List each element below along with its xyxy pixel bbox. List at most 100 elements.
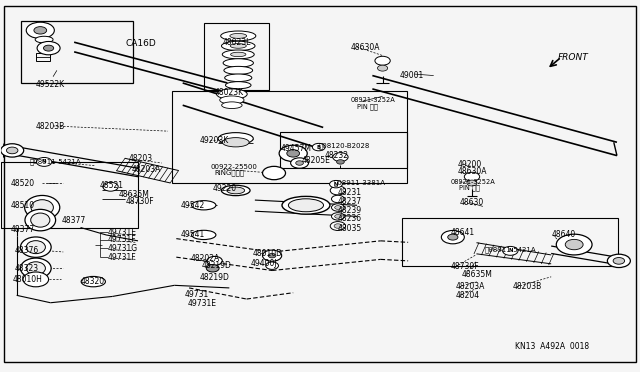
Text: 49200: 49200 xyxy=(458,160,481,169)
Ellipse shape xyxy=(221,102,242,109)
Text: 48377: 48377 xyxy=(10,225,35,234)
Text: 49731F: 49731F xyxy=(108,235,136,244)
Ellipse shape xyxy=(220,96,244,104)
Text: 48203A: 48203A xyxy=(456,282,484,291)
Ellipse shape xyxy=(227,187,244,194)
Text: 48231: 48231 xyxy=(338,188,362,197)
Ellipse shape xyxy=(230,33,246,38)
Bar xyxy=(204,23,269,90)
Circle shape xyxy=(332,204,344,211)
Text: 48635M: 48635M xyxy=(119,190,150,199)
Circle shape xyxy=(34,27,47,34)
Ellipse shape xyxy=(225,74,252,81)
Circle shape xyxy=(262,250,282,261)
Text: 00922-25500: 00922-25500 xyxy=(210,164,257,170)
Circle shape xyxy=(266,262,278,269)
Text: 48035: 48035 xyxy=(338,224,362,233)
Circle shape xyxy=(378,65,388,71)
Text: CA16D: CA16D xyxy=(125,39,156,48)
Text: 48023L: 48023L xyxy=(223,38,252,47)
Text: ⓝ08911-5421A: ⓝ08911-5421A xyxy=(484,246,536,253)
Text: 48203A: 48203A xyxy=(132,165,161,174)
Circle shape xyxy=(375,56,390,65)
Circle shape xyxy=(1,144,24,157)
Text: 48203B: 48203B xyxy=(36,122,65,131)
Circle shape xyxy=(26,22,54,38)
Text: 48203B: 48203B xyxy=(513,282,542,291)
Text: 48377: 48377 xyxy=(61,216,86,225)
Circle shape xyxy=(268,253,276,258)
Text: 49731G: 49731G xyxy=(108,244,138,253)
Ellipse shape xyxy=(222,50,254,59)
Text: FRONT: FRONT xyxy=(557,52,588,61)
Text: 48205E: 48205E xyxy=(302,156,331,165)
Circle shape xyxy=(334,224,342,228)
Text: KN13  A492A  0018: KN13 A492A 0018 xyxy=(515,341,589,350)
Text: 49220: 49220 xyxy=(212,185,237,193)
Ellipse shape xyxy=(31,213,50,227)
Text: 48510: 48510 xyxy=(10,201,35,210)
Text: 48236: 48236 xyxy=(338,214,362,223)
Circle shape xyxy=(207,256,222,265)
Text: 49522K: 49522K xyxy=(36,80,65,89)
Text: 48635M: 48635M xyxy=(462,270,493,279)
Circle shape xyxy=(613,257,625,264)
Text: 08921-3252A: 08921-3252A xyxy=(451,179,495,185)
Text: 48010H: 48010H xyxy=(12,275,42,284)
Circle shape xyxy=(291,158,308,168)
Circle shape xyxy=(6,147,18,154)
Text: 48219D: 48219D xyxy=(200,273,230,282)
Ellipse shape xyxy=(221,31,256,41)
Circle shape xyxy=(448,234,458,240)
Circle shape xyxy=(607,254,630,267)
Ellipse shape xyxy=(224,66,253,74)
Text: 48219D: 48219D xyxy=(202,261,232,270)
Circle shape xyxy=(332,213,344,220)
Text: 49731E: 49731E xyxy=(187,299,216,308)
Text: 08921-3252A: 08921-3252A xyxy=(351,97,396,103)
Text: 49541: 49541 xyxy=(180,230,205,240)
Ellipse shape xyxy=(25,195,60,219)
Circle shape xyxy=(556,234,592,255)
Text: PIN ピン: PIN ピン xyxy=(460,185,480,191)
Text: 48239: 48239 xyxy=(338,206,362,215)
Text: 48232: 48232 xyxy=(325,151,349,160)
Ellipse shape xyxy=(289,199,323,212)
Text: ⓝ08911-3381A: ⓝ08911-3381A xyxy=(334,180,386,186)
Text: 49400J: 49400J xyxy=(251,259,278,267)
Ellipse shape xyxy=(191,201,216,210)
Bar xyxy=(172,91,407,183)
Circle shape xyxy=(103,182,118,191)
Text: RINGリング: RINGリング xyxy=(214,170,244,176)
Text: 48730F: 48730F xyxy=(125,197,154,206)
Ellipse shape xyxy=(191,230,216,240)
Text: 48203: 48203 xyxy=(129,154,152,163)
Circle shape xyxy=(330,186,346,195)
Text: 49731: 49731 xyxy=(184,290,209,299)
Text: 49542: 49542 xyxy=(180,201,205,210)
Circle shape xyxy=(37,41,60,55)
Circle shape xyxy=(330,180,342,188)
Circle shape xyxy=(287,150,300,157)
Ellipse shape xyxy=(31,200,53,215)
Ellipse shape xyxy=(216,89,247,99)
Text: 48204: 48204 xyxy=(456,291,479,300)
Text: B: B xyxy=(317,145,321,150)
Ellipse shape xyxy=(35,36,53,43)
Text: 48730F: 48730F xyxy=(451,262,479,271)
Bar xyxy=(402,218,618,266)
Ellipse shape xyxy=(26,241,45,254)
Text: N: N xyxy=(42,160,46,164)
Circle shape xyxy=(565,239,583,250)
Text: 48323: 48323 xyxy=(15,264,39,273)
Ellipse shape xyxy=(221,185,250,196)
Ellipse shape xyxy=(81,276,106,287)
Circle shape xyxy=(330,222,346,231)
Text: 48320: 48320 xyxy=(81,277,105,286)
Ellipse shape xyxy=(25,209,56,231)
Text: 49203K: 49203K xyxy=(200,136,229,145)
Text: 49001: 49001 xyxy=(400,71,424,80)
Circle shape xyxy=(206,264,219,272)
Text: 49731E: 49731E xyxy=(108,228,137,237)
Circle shape xyxy=(262,166,285,180)
